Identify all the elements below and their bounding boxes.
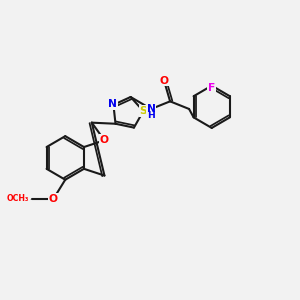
Text: N: N — [108, 99, 117, 109]
Text: O: O — [49, 194, 58, 204]
Text: O: O — [100, 135, 109, 145]
Text: methoxy: methoxy — [27, 198, 33, 200]
Text: H: H — [147, 111, 155, 120]
Text: S: S — [140, 106, 147, 116]
Text: F: F — [208, 82, 215, 93]
Text: OCH₃: OCH₃ — [7, 194, 29, 203]
Text: N: N — [147, 104, 156, 114]
Text: O: O — [160, 76, 169, 85]
